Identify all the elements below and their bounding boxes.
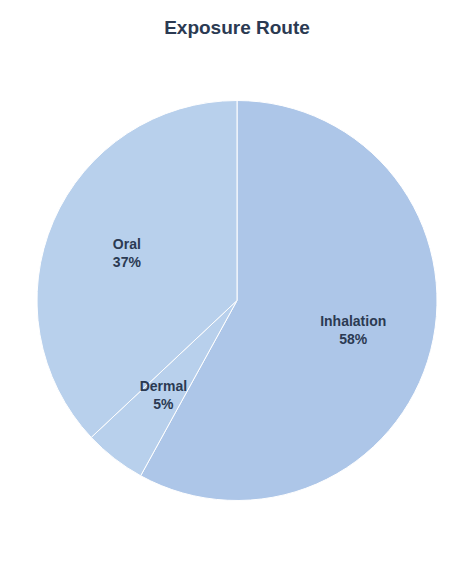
svg-text:Dermal5%: Dermal5% [140, 378, 187, 412]
html-text:Exposure Route: Exposure Route [164, 17, 310, 38]
svg-text:Inhalation58%: Inhalation58% [320, 313, 386, 347]
svg-text:Oral37%: Oral37% [113, 236, 142, 270]
